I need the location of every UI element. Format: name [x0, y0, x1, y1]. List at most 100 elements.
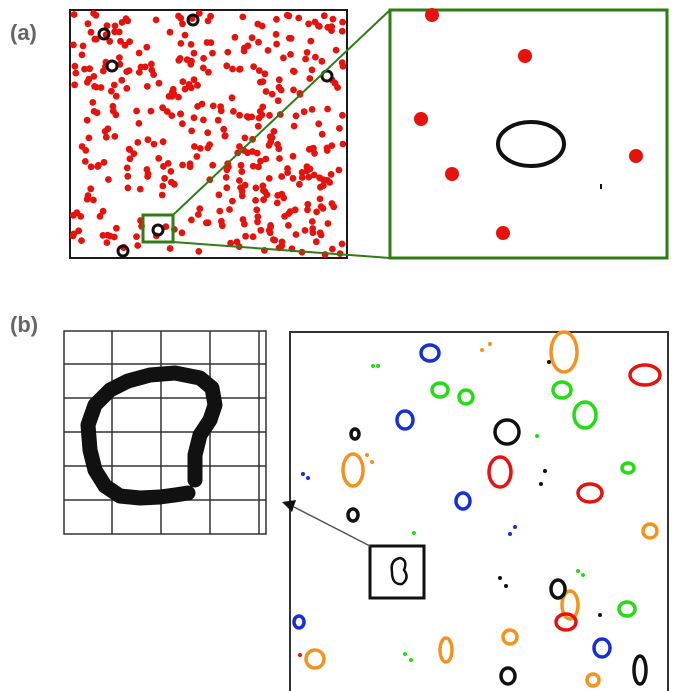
particle: [92, 11, 100, 19]
particle: [324, 23, 332, 31]
particle: [308, 66, 316, 74]
panel-a: [69, 9, 391, 259]
particle: [286, 208, 294, 215]
particle: [236, 65, 244, 73]
particle: [194, 81, 201, 89]
vortex-loop: [592, 637, 612, 659]
particle: [79, 42, 87, 50]
zoom-particle: [518, 49, 532, 63]
particle: [179, 120, 186, 128]
particle: [87, 163, 95, 171]
particle-speck: [298, 653, 302, 657]
particle-speck: [598, 613, 602, 617]
particle: [290, 86, 297, 94]
particle: [272, 30, 280, 38]
particle: [278, 173, 286, 180]
particle: [159, 104, 167, 112]
particle: [87, 28, 95, 36]
panel-a-zoom: [388, 8, 669, 260]
particle: [143, 43, 151, 51]
particle: [303, 49, 311, 56]
particle: [135, 120, 143, 127]
particle: [334, 84, 341, 91]
particle: [240, 47, 248, 55]
particle: [203, 219, 210, 227]
particle: [259, 103, 267, 111]
vortex-loop: [549, 578, 567, 600]
zoom-particle: [445, 167, 459, 181]
loops-a: [97, 13, 334, 258]
vortex-loop: [632, 654, 648, 686]
particle: [144, 170, 152, 178]
particle: [186, 160, 194, 168]
particle: [287, 51, 294, 58]
particle: [313, 208, 320, 216]
particle: [303, 167, 311, 175]
particle: [229, 197, 236, 205]
particle: [338, 240, 346, 248]
vortex-loop: [585, 672, 601, 688]
particle-speck: [539, 482, 543, 486]
particle: [150, 71, 158, 78]
particle: [70, 230, 78, 238]
particle: [308, 218, 316, 225]
particle: [336, 124, 343, 132]
particle: [104, 231, 111, 239]
particle: [83, 116, 91, 124]
particle: [304, 206, 311, 214]
particle: [70, 41, 77, 49]
particle: [167, 168, 175, 175]
zoom-particle: [414, 112, 428, 126]
particle: [215, 191, 223, 199]
particle: [123, 85, 131, 92]
panel-b-grid: [63, 330, 267, 535]
particle: [178, 229, 186, 237]
particle: [253, 149, 261, 157]
vortex-loop: [501, 628, 519, 646]
particle: [115, 28, 123, 36]
particle: [83, 78, 91, 86]
particle: [287, 34, 295, 42]
particle: [102, 133, 110, 141]
zoom-particle: [629, 149, 643, 163]
particle: [108, 87, 115, 95]
particle: [181, 85, 189, 93]
zoom-region-box: [141, 213, 175, 244]
particle: [335, 166, 343, 174]
particle: [135, 49, 143, 57]
particle: [323, 176, 331, 184]
particle: [338, 27, 346, 35]
particle: [206, 141, 214, 149]
panel-b-right-frame: [289, 331, 669, 691]
particle: [242, 232, 250, 240]
particle: [292, 112, 300, 120]
particle: [123, 164, 131, 172]
particle-speck: [508, 532, 512, 536]
vortex-loop: [419, 343, 441, 363]
vortex-loop: [493, 418, 521, 446]
particle: [339, 111, 346, 119]
particle: [252, 197, 259, 204]
particle: [137, 63, 145, 71]
particle: [221, 132, 229, 140]
particle: [248, 34, 256, 42]
particle: [238, 168, 246, 176]
particle-speck: [370, 460, 374, 464]
particle: [175, 93, 182, 101]
particle: [237, 184, 245, 192]
particle: [130, 150, 138, 158]
particle: [78, 51, 86, 59]
particle: [190, 114, 198, 122]
small-vortex-loop: [320, 69, 334, 83]
particle: [262, 88, 270, 95]
particle: [255, 163, 262, 171]
particle: [262, 155, 270, 163]
particle: [254, 122, 262, 130]
particle-speck: [504, 584, 508, 588]
particle: [91, 83, 98, 90]
zoom-particle: [496, 226, 510, 240]
particle: [196, 205, 204, 213]
particle: [136, 185, 144, 193]
particle: [329, 245, 336, 253]
